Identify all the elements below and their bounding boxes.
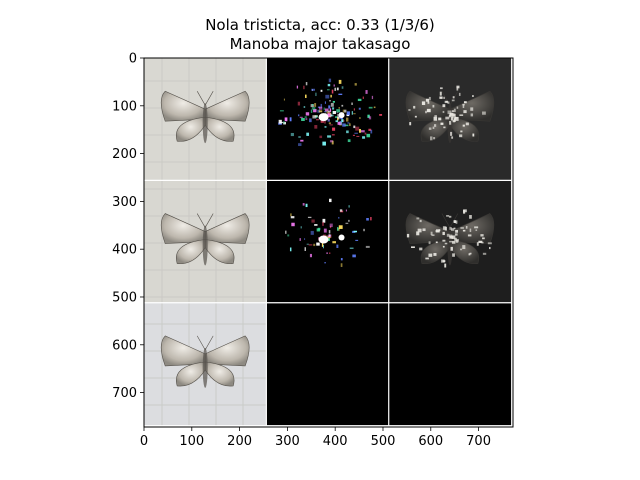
x-tick-label: 500 [371,434,396,449]
image-cell-moth-photo [144,302,267,426]
image-cell-empty [388,302,512,426]
y-tick-label: 500 [112,290,137,305]
y-tick-label: 700 [112,386,137,401]
axes-frame [143,57,514,428]
x-tick-label: 0 [140,434,148,449]
image-cell-empty [266,302,389,426]
image-cell-moth-photo [144,58,267,181]
x-tick-label: 300 [275,434,300,449]
image-cell-saliency-map [266,58,389,181]
y-tick-label: 200 [112,147,137,162]
x-axis: 0 100 200 300 400 500 600 700 [140,427,491,449]
chart-subtitle: Manoba major takasago [229,35,411,53]
image-cell-saliency-map [266,180,389,303]
y-tick-label: 600 [112,338,137,353]
image-cell-masked-photo [388,58,512,181]
x-tick-label: 200 [227,434,252,449]
x-tick-label: 600 [418,434,443,449]
image-cell-masked-photo [388,180,512,303]
y-tick-label: 400 [112,243,137,258]
x-tick-label: 400 [323,434,348,449]
y-axis: 0 100 200 300 400 500 600 700 [112,52,144,401]
y-tick-label: 0 [129,52,137,67]
chart-title: Nola tristicta, acc: 0.33 (1/3/6) [205,16,435,34]
x-tick-label: 100 [179,434,204,449]
x-tick-label: 700 [466,434,491,449]
y-tick-label: 100 [112,99,137,114]
image-cell-moth-photo [144,180,267,303]
y-tick-label: 300 [112,195,137,210]
